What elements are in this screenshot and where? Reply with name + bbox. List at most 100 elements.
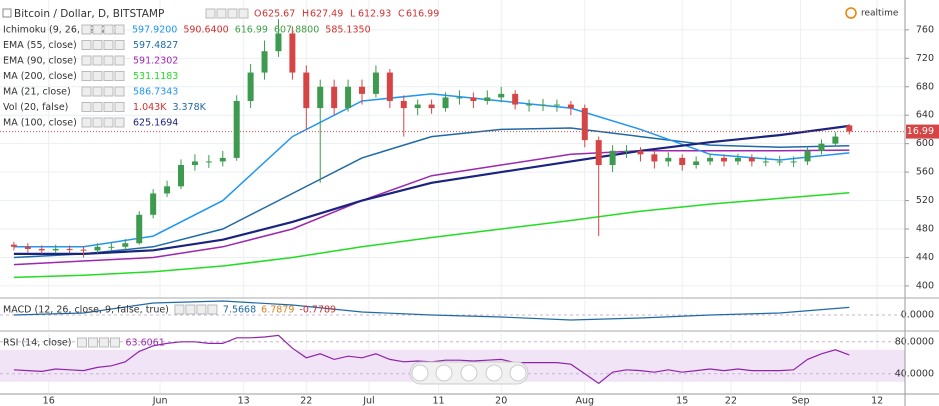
collapse-button[interactable]	[2, 8, 12, 18]
legend-button[interactable]	[103, 40, 114, 50]
legend-button[interactable]	[103, 55, 114, 66]
candle-body	[512, 93, 519, 105]
toolbar-button[interactable]	[238, 8, 249, 19]
legend-button[interactable]	[114, 86, 125, 97]
legend-button[interactable]	[174, 304, 185, 315]
legend-button[interactable]	[92, 117, 103, 128]
legend-button[interactable]	[92, 24, 103, 35]
candle-body	[456, 97, 463, 99]
x-tick-label: 12	[871, 396, 883, 406]
legend-button[interactable]	[81, 71, 92, 81]
candle-body	[790, 161, 797, 163]
candle-body	[651, 154, 658, 162]
y-tick-label: 40.0000	[895, 368, 934, 379]
legend-button[interactable]	[98, 337, 109, 348]
candle-body	[734, 157, 741, 162]
legend-button[interactable]	[81, 55, 92, 66]
candle-body	[623, 150, 630, 152]
legend-button[interactable]	[87, 337, 98, 348]
scroll-right-button[interactable]	[509, 364, 527, 382]
legend-name: EMA (90, close)	[3, 56, 77, 67]
x-tick-label: Sep	[792, 396, 810, 406]
candle-body	[247, 72, 254, 101]
candle-body	[219, 157, 226, 162]
legend-button[interactable]	[81, 40, 92, 50]
legend-button[interactable]	[103, 86, 114, 97]
zoom-out-button[interactable]	[411, 364, 429, 382]
candle-body	[24, 246, 31, 249]
candle-body	[261, 51, 268, 73]
candle-body	[818, 143, 825, 151]
legend-button[interactable]	[92, 55, 103, 66]
marks-layer	[10, 19, 853, 258]
status-icon[interactable]	[845, 7, 857, 19]
legend-button[interactable]	[92, 86, 103, 97]
legend-button[interactable]	[81, 117, 92, 128]
legend-button[interactable]	[92, 71, 103, 81]
x-tick-label: Jun	[152, 396, 168, 406]
x-tick-label: Aug	[575, 396, 594, 406]
legend-button[interactable]	[103, 117, 114, 128]
toolbar-button[interactable]	[227, 8, 238, 19]
candle-body	[359, 86, 365, 94]
legend-name: MA (21, close)	[3, 87, 71, 98]
ohlc-letter: O	[254, 9, 261, 20]
legend-button[interactable]	[114, 71, 125, 81]
legend-button[interactable]	[114, 40, 125, 50]
candle-body	[108, 246, 115, 248]
legend-button[interactable]	[103, 102, 114, 112]
legend-button[interactable]	[81, 102, 92, 112]
legend-button[interactable]	[114, 117, 125, 128]
legend-reading: 590.6400	[183, 25, 228, 36]
candle-body	[609, 150, 616, 166]
indicator-line	[13, 300, 850, 321]
legend-button[interactable]	[114, 102, 125, 112]
candle-body	[846, 125, 853, 132]
candle-body	[94, 246, 101, 251]
legend-button[interactable]	[207, 304, 218, 315]
legend-button[interactable]	[114, 24, 125, 35]
legend-button[interactable]	[196, 304, 207, 315]
candle-body	[372, 72, 379, 94]
legend-button[interactable]	[81, 24, 92, 35]
legend-reading: 531.1183	[133, 71, 178, 82]
y-tick-label: 600	[916, 138, 934, 149]
legend-button[interactable]	[81, 86, 92, 97]
y-tick-label: 400	[916, 280, 934, 291]
candle-body	[637, 150, 644, 155]
toolbar-button[interactable]	[216, 8, 227, 19]
toolbar-button[interactable]	[205, 8, 216, 19]
candle-body	[150, 193, 157, 215]
candle-body	[567, 104, 574, 109]
candle-body	[38, 248, 45, 251]
reset-button[interactable]	[460, 364, 478, 382]
legend-name: MA (100, close)	[3, 118, 77, 129]
legend-button[interactable]	[103, 71, 114, 81]
indicator-line	[13, 191, 850, 279]
legend-button[interactable]	[103, 24, 114, 35]
legend-button[interactable]	[92, 102, 103, 112]
candle-body	[52, 248, 59, 251]
candle-body	[540, 104, 546, 106]
legend-name: Ichimoku (9, 26, 52, 26)	[3, 25, 117, 36]
legend-name: MA (200, close)	[3, 71, 77, 82]
indicator-line	[13, 127, 850, 259]
candle-body	[164, 186, 171, 194]
legend-button[interactable]	[114, 55, 125, 66]
y-tick-label: 520	[916, 195, 934, 206]
legend-button[interactable]	[76, 337, 87, 348]
ohlc-value: 625.67	[262, 9, 295, 20]
indicator-line	[13, 124, 850, 255]
zoom-in-button[interactable]	[485, 364, 503, 382]
pane-reading: 6.7879	[261, 305, 294, 316]
legend-button[interactable]	[109, 337, 120, 348]
grid-layer	[0, 0, 905, 393]
legend-reading: 616.99	[235, 25, 268, 36]
legend-button[interactable]	[185, 304, 196, 315]
scroll-left-button[interactable]	[435, 364, 453, 382]
legend-button[interactable]	[92, 40, 103, 50]
candle-body	[136, 214, 143, 244]
